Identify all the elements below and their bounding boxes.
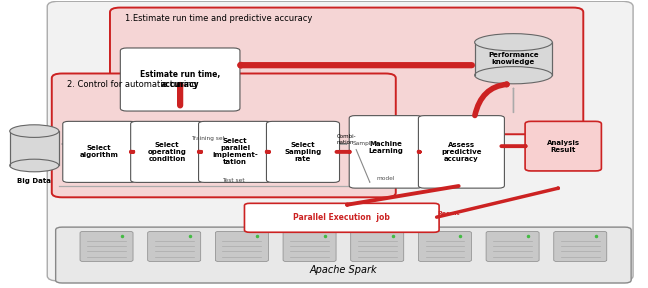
FancyBboxPatch shape <box>283 232 336 262</box>
FancyBboxPatch shape <box>110 7 583 134</box>
FancyBboxPatch shape <box>244 203 439 232</box>
FancyBboxPatch shape <box>198 121 272 182</box>
FancyBboxPatch shape <box>419 115 504 188</box>
Text: Estimate run time,
accuracy: Estimate run time, accuracy <box>140 70 220 89</box>
Text: Select
Sampling
rate: Select Sampling rate <box>284 142 321 162</box>
Text: Parallel Execution  job: Parallel Execution job <box>294 213 390 222</box>
Text: Select
parallel
implement-
tation: Select parallel implement- tation <box>212 138 258 165</box>
Text: Apache Spark: Apache Spark <box>310 265 377 275</box>
FancyBboxPatch shape <box>63 121 136 182</box>
FancyBboxPatch shape <box>266 121 340 182</box>
Text: Select
algorithm: Select algorithm <box>80 145 119 158</box>
Text: Performance
knowledge: Performance knowledge <box>488 52 538 65</box>
FancyBboxPatch shape <box>80 232 133 262</box>
Text: Result: Result <box>437 211 459 216</box>
Text: Test set: Test set <box>222 178 245 183</box>
Text: model: model <box>376 176 395 181</box>
Ellipse shape <box>475 67 552 84</box>
FancyBboxPatch shape <box>554 232 607 262</box>
FancyBboxPatch shape <box>121 48 240 111</box>
Text: Analysis
Result: Analysis Result <box>547 140 580 153</box>
Text: Assess
predictive
accuracy: Assess predictive accuracy <box>441 142 481 162</box>
Ellipse shape <box>10 159 59 172</box>
FancyBboxPatch shape <box>52 73 396 197</box>
FancyBboxPatch shape <box>56 227 631 283</box>
Ellipse shape <box>475 34 552 51</box>
Text: Big Data: Big Data <box>17 177 51 183</box>
FancyBboxPatch shape <box>349 115 422 188</box>
Ellipse shape <box>10 125 59 137</box>
FancyBboxPatch shape <box>215 232 268 262</box>
Bar <box>10 131 59 166</box>
Text: Sampling: Sampling <box>353 141 380 147</box>
FancyBboxPatch shape <box>131 121 203 182</box>
FancyBboxPatch shape <box>47 1 633 281</box>
FancyBboxPatch shape <box>525 121 601 171</box>
Bar <box>475 42 552 75</box>
Text: 2. Control for automatic tuning: 2. Control for automatic tuning <box>67 79 197 88</box>
FancyBboxPatch shape <box>351 232 404 262</box>
FancyBboxPatch shape <box>148 232 201 262</box>
FancyBboxPatch shape <box>419 232 472 262</box>
Text: Combi-
nation: Combi- nation <box>337 134 356 145</box>
Text: 1.Estimate run time and predictive accuracy: 1.Estimate run time and predictive accur… <box>126 14 313 22</box>
Text: Select
operating
condition: Select operating condition <box>148 142 187 162</box>
Text: Machine
Learning: Machine Learning <box>368 141 403 154</box>
FancyBboxPatch shape <box>486 232 539 262</box>
Text: Training set: Training set <box>191 136 225 141</box>
